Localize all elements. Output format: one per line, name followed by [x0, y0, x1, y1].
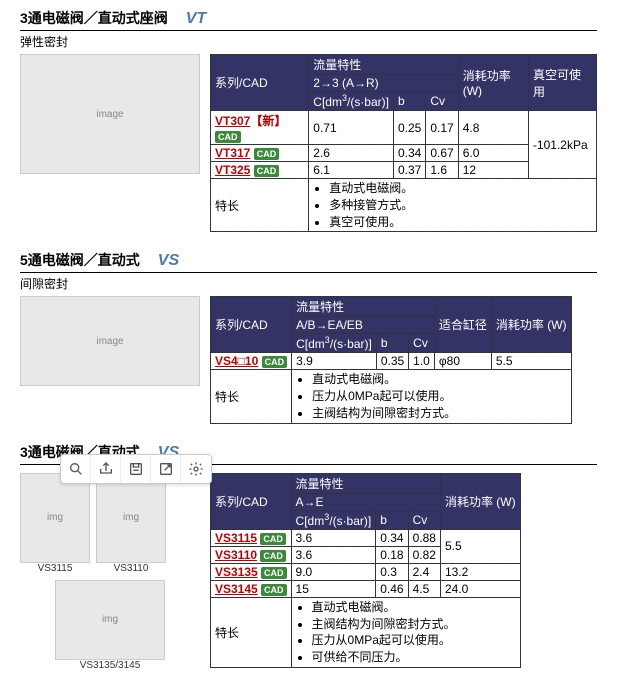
series-link[interactable]: VS4□10 [215, 354, 258, 368]
image-label: VS3110 [96, 563, 166, 574]
th-b: b [376, 334, 408, 353]
series-link[interactable]: VS3110 [215, 548, 257, 562]
product-image: img [20, 473, 90, 563]
cad-badge[interactable]: CAD [261, 567, 287, 579]
table-row: VS3115 CAD 3.6 0.34 0.88 5.5 [211, 529, 521, 546]
product-image-area: image [20, 54, 200, 174]
th-vacuum: 真空可使用 [528, 55, 596, 111]
th-power: 消耗功率 (W) [440, 473, 520, 529]
cad-badge[interactable]: CAD [260, 550, 286, 562]
cad-badge[interactable]: CAD [215, 131, 241, 143]
features-list: 直动式电磁阀。 多种接管方式。 真空可使用。 [313, 180, 592, 230]
section-vs5: 5通电磁阀／直动式 VS 间隙密封 image 系列/CAD 流量特性 适合缸径… [20, 250, 597, 423]
features-row: 特长 直动式电磁阀。 压力从0MPa起可以使用。 主阀结构为间隙密封方式。 [211, 370, 572, 423]
product-image-area: image [20, 296, 200, 386]
product-image-area: img VS3115 img VS3110 img VS3135/3145 [20, 473, 200, 671]
product-image: img [55, 580, 165, 660]
th-c: C[dm3/(s·bar)] [309, 92, 394, 111]
spec-table-vt: 系列/CAD 流量特性 消耗功率 (W) 真空可使用 2→3 (A→R) C[d… [210, 54, 597, 232]
title-row: 5通电磁阀／直动式 VS [20, 250, 597, 273]
series-code: VT [186, 10, 206, 28]
series-link[interactable]: VT325 [215, 163, 250, 177]
image-label: VS3115 [20, 563, 90, 574]
spec-table-vs3: 系列/CAD 流量特性 消耗功率 (W) A→E C[dm3/(s·bar)] … [210, 473, 521, 668]
save-icon[interactable] [121, 455, 151, 483]
series-link[interactable]: VS3115 [215, 531, 257, 545]
cad-badge[interactable]: CAD [261, 584, 287, 596]
th-flow-sub: 2→3 (A→R) [309, 75, 458, 92]
table-row: VS3145 CAD 15 0.46 4.5 24.0 [211, 580, 521, 597]
th-flow: 流量特性 [291, 473, 440, 493]
th-c: C[dm3/(s·bar)] [292, 334, 377, 353]
features-list: 直动式电磁阀。 压力从0MPa起可以使用。 主阀结构为间隙密封方式。 [296, 371, 566, 421]
th-flow-sub: A/B→EA/EB [292, 317, 435, 334]
section-vt: 3通电磁阀／直动式座阀 VT 弹性密封 image 系列/CAD 流量特性 消耗… [20, 8, 597, 232]
features-label: 特长 [211, 370, 292, 423]
table-row: VT307【新】 CAD 0.71 0.25 0.17 4.8 -101.2kP… [211, 111, 597, 145]
search-icon[interactable] [61, 455, 91, 483]
th-flow: 流量特性 [309, 55, 458, 75]
cad-badge[interactable]: CAD [260, 533, 286, 545]
th-series: 系列/CAD [211, 297, 292, 353]
open-icon[interactable] [151, 455, 181, 483]
series-link[interactable]: VS3145 [215, 582, 258, 596]
th-power: 消耗功率 (W) [458, 55, 528, 111]
th-flow: 流量特性 [292, 297, 435, 317]
table-row: VS4□10 CAD 3.9 0.35 1.0 φ80 5.5 [211, 353, 572, 370]
th-series: 系列/CAD [211, 55, 309, 111]
section-vs3: 3通电磁阀／直动式 VS img VS3115 img VS3110 img V… [20, 442, 597, 671]
th-power: 消耗功率 (W) [491, 297, 571, 353]
section-title: 3通电磁阀／直动式座阀 [20, 8, 168, 28]
cad-badge[interactable]: CAD [254, 148, 280, 160]
image-label: VS3135/3145 [20, 660, 200, 671]
series-code: VS [158, 252, 179, 270]
floating-toolbar [60, 454, 212, 484]
th-b: b [393, 92, 425, 111]
title-row: 3通电磁阀／直动式座阀 VT [20, 8, 597, 31]
seal-type: 弹性密封 [20, 33, 597, 50]
features-label: 特长 [211, 179, 309, 232]
th-bore: 适合缸径 [434, 297, 491, 353]
spec-table-vs5: 系列/CAD 流量特性 适合缸径 消耗功率 (W) A/B→EA/EB C[dm… [210, 296, 572, 423]
series-link[interactable]: VT307 [215, 114, 250, 128]
gear-icon[interactable] [181, 455, 211, 483]
cad-badge[interactable]: CAD [262, 356, 288, 368]
features-label: 特长 [211, 597, 292, 667]
th-flow-sub: A→E [291, 493, 440, 510]
features-row: 特长 直动式电磁阀。 主阀结构为间隙密封方式。 压力从0MPa起可以使用。 可供… [211, 597, 521, 667]
series-link[interactable]: VS3135 [215, 565, 258, 579]
features-row: 特长 直动式电磁阀。 多种接管方式。 真空可使用。 [211, 179, 597, 232]
product-image: image [20, 54, 200, 174]
product-image: img [96, 473, 166, 563]
vacuum-cell: -101.2kPa [528, 111, 596, 179]
series-link[interactable]: VT317 [215, 146, 250, 160]
new-tag: 【新】 [250, 114, 286, 128]
seal-type: 间隙密封 [20, 275, 597, 292]
cad-badge[interactable]: CAD [254, 165, 280, 177]
th-cv: Cv [409, 334, 435, 353]
th-c: C[dm3/(s·bar)] [291, 510, 376, 529]
th-series: 系列/CAD [211, 473, 292, 529]
share-icon[interactable] [91, 455, 121, 483]
section-title: 5通电磁阀／直动式 [20, 250, 140, 270]
th-b: b [376, 510, 408, 529]
features-list: 直动式电磁阀。 主阀结构为间隙密封方式。 压力从0MPa起可以使用。 可供给不同… [296, 599, 516, 666]
th-cv: Cv [408, 510, 440, 529]
table-row: VS3135 CAD 9.0 0.3 2.4 13.2 [211, 563, 521, 580]
th-cv: Cv [426, 92, 458, 111]
product-image: image [20, 296, 200, 386]
